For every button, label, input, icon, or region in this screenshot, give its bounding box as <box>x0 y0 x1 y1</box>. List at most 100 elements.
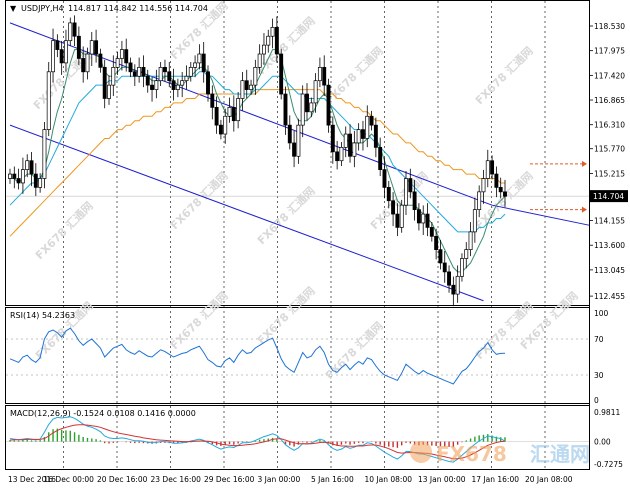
candle-down <box>145 75 150 86</box>
candle-down <box>361 129 365 139</box>
candle-up <box>399 204 404 228</box>
candle-down <box>33 173 38 188</box>
candle-up <box>339 147 344 162</box>
candle-up <box>356 129 361 144</box>
candle-down <box>305 93 309 113</box>
candle-up <box>184 75 189 82</box>
x-tick-label: 16 Dec 00:00 <box>44 475 95 484</box>
candle-up <box>270 26 275 37</box>
price-y-label: 118.530 <box>594 22 625 31</box>
candle-up <box>85 53 90 73</box>
candle-down <box>395 213 400 228</box>
candle-up <box>472 209 477 233</box>
menu-glyph[interactable]: ▼ <box>10 4 17 13</box>
x-tick-label: 17 Jan 16:00 <box>472 475 520 484</box>
candle-down <box>16 178 21 184</box>
rsi-y-label: 70 <box>594 335 604 344</box>
candle-down <box>76 35 81 59</box>
candle-up <box>455 275 460 295</box>
rsi-y-label: 30 <box>594 371 604 380</box>
ma-mid-line <box>9 71 506 233</box>
candle-up <box>296 124 301 157</box>
candle-up <box>240 80 245 99</box>
candle-down <box>279 53 284 95</box>
candle-down <box>451 284 456 295</box>
price-y-label: 116.865 <box>594 96 625 105</box>
rsi-header: RSI(14) 54.2363 <box>10 311 75 320</box>
candle-down <box>348 133 352 157</box>
candle-up <box>227 107 232 117</box>
macd-y-label: -0.7275 <box>594 460 623 469</box>
candle-up <box>197 53 202 64</box>
candle-up <box>42 129 47 179</box>
candle-down <box>274 26 279 55</box>
candle-up <box>8 173 12 179</box>
candle-down <box>167 71 172 82</box>
candle-up <box>115 58 120 68</box>
candle-up <box>313 80 318 104</box>
candle-down <box>326 84 331 126</box>
candle-down <box>29 160 34 175</box>
candle-up <box>188 67 193 77</box>
candle-down <box>206 71 210 95</box>
price-y-label: 117.975 <box>594 47 625 56</box>
candle-up <box>25 160 30 170</box>
x-tick-label: 3 Jan 00:00 <box>258 475 301 484</box>
brand-text: FX678 <box>436 442 507 466</box>
candle-down <box>498 187 503 193</box>
candle-up <box>180 80 185 86</box>
candle-down <box>322 67 327 86</box>
candle-down <box>412 191 417 210</box>
candle-down <box>210 93 215 108</box>
candle-down <box>490 160 495 175</box>
candle-up <box>343 133 348 148</box>
price-y-label: 117.420 <box>594 71 625 80</box>
candle-down <box>128 62 133 73</box>
candle-down <box>429 227 434 237</box>
x-tick-label: 5 Jan 16:00 <box>311 475 354 484</box>
brand-cn-text: 汇通网 <box>530 442 590 466</box>
candle-up <box>257 53 262 68</box>
candle-down <box>503 191 507 197</box>
price-y-label: 112.455 <box>594 292 625 301</box>
candle-down <box>231 107 236 122</box>
candle-down <box>494 173 499 188</box>
candle-down <box>442 262 447 273</box>
candle-down <box>434 235 439 250</box>
rsi-y-label: 0 <box>594 396 599 405</box>
rsi-line <box>9 327 506 385</box>
candle-down <box>150 84 154 90</box>
candle-down <box>214 107 219 126</box>
ma-slow-line <box>9 89 505 237</box>
candle-up <box>68 22 73 42</box>
candle-up <box>317 67 322 82</box>
x-tick-label: 13 Jan 00:00 <box>418 475 466 484</box>
candle-up <box>223 115 228 135</box>
target-arrow-icon <box>582 206 587 213</box>
x-tick-label: 10 Jan 08:00 <box>365 475 413 484</box>
candle-down <box>98 53 103 68</box>
candle-down <box>59 49 64 64</box>
candle-down <box>81 58 86 73</box>
candle-up <box>352 142 357 157</box>
ohlc-readout: 114.817 114.842 114.556 114.704 <box>68 4 208 13</box>
price-y-label: 116.310 <box>594 121 625 130</box>
candle-down <box>171 80 176 90</box>
candle-down <box>425 213 430 228</box>
macd-header: MACD(12,26,9) -0.1524 0.0108 0.1416 0.00… <box>10 409 196 418</box>
candle-down <box>382 169 387 188</box>
candle-up <box>266 35 271 46</box>
candle-up <box>236 98 241 122</box>
candle-down <box>287 124 292 144</box>
candle-up <box>64 40 68 64</box>
candle-down <box>386 187 391 202</box>
candle-up <box>158 67 163 82</box>
price-y-label: 114.155 <box>594 217 625 226</box>
candle-up <box>249 84 253 90</box>
candle-down <box>408 178 413 193</box>
candle-up <box>404 178 408 206</box>
candle-down <box>438 249 443 264</box>
